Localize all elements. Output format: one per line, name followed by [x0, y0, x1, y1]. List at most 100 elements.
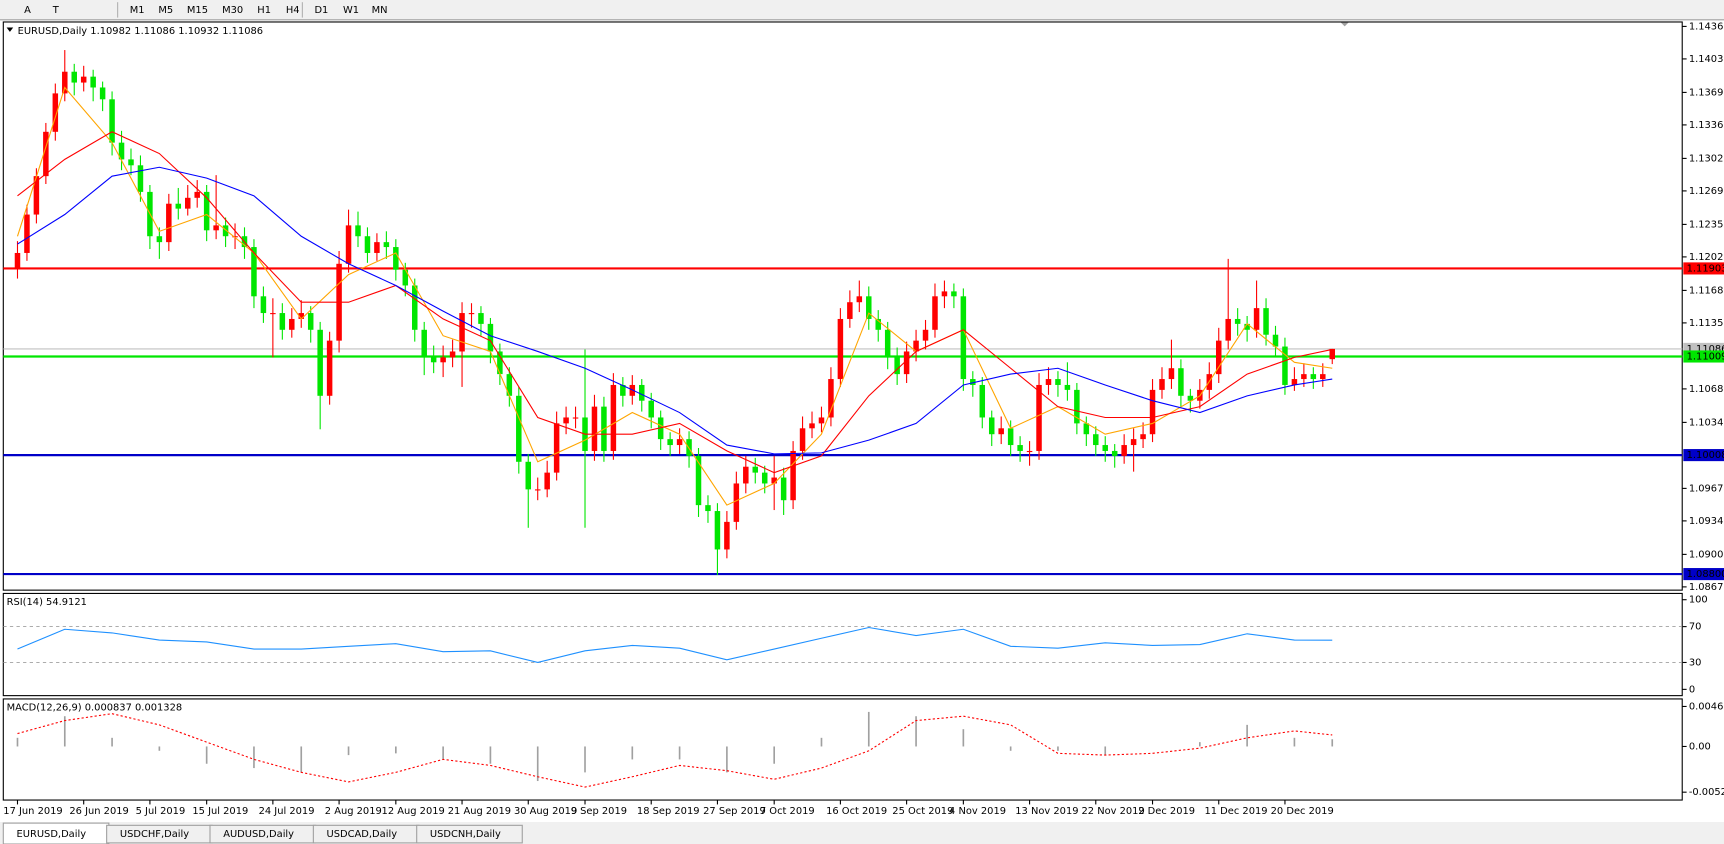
- candle-body: [1130, 439, 1137, 446]
- timeframe-button[interactable]: M15: [187, 5, 208, 16]
- candle-body: [402, 269, 409, 286]
- x-tick-label: 20 Dec 2019: [1271, 806, 1334, 817]
- candle-body: [828, 379, 834, 418]
- candle-body: [610, 384, 617, 451]
- candle-body: [1055, 379, 1061, 385]
- timeframe-button[interactable]: D1: [314, 5, 328, 16]
- timeframe-button[interactable]: W1: [343, 5, 359, 16]
- candle-body: [14, 252, 21, 269]
- x-tick-label: 5 Jul 2019: [136, 806, 186, 817]
- timeframe-button[interactable]: H1: [257, 5, 271, 16]
- candle-body: [232, 236, 238, 238]
- candle-body: [553, 423, 560, 473]
- candle-body: [1178, 368, 1184, 396]
- candle-body: [1149, 389, 1156, 435]
- candle-body: [516, 395, 522, 462]
- candle-body: [620, 384, 626, 396]
- candle-body: [657, 417, 664, 440]
- tab-label[interactable]: USDCHF,Daily: [120, 829, 189, 840]
- timeframe-button[interactable]: M5: [158, 5, 173, 16]
- timeframe-button[interactable]: M1: [130, 5, 145, 16]
- candle-body: [988, 417, 995, 435]
- candle-body: [62, 71, 68, 94]
- candle-body: [421, 329, 427, 358]
- candle-body: [1291, 379, 1298, 385]
- candle-body: [837, 318, 844, 380]
- y-tick-label: 30: [1689, 657, 1702, 668]
- y-tick-label: 1.09340: [1689, 516, 1724, 527]
- candle-body: [1187, 395, 1194, 401]
- tab[interactable]: [416, 824, 523, 844]
- candle-body: [194, 191, 200, 198]
- x-tick-label: 30 Aug 2019: [514, 806, 577, 817]
- indicator-line: [17, 713, 1333, 788]
- candle-body: [780, 477, 787, 501]
- candle-body: [818, 417, 825, 424]
- timeframe-button[interactable]: MN: [372, 5, 388, 16]
- candle-body: [468, 313, 475, 315]
- candle-body: [80, 76, 87, 83]
- candle-body: [1007, 428, 1014, 446]
- candle-body: [799, 428, 806, 451]
- candle-body: [979, 384, 986, 418]
- level-label-box: [1683, 449, 1724, 462]
- candle-body: [667, 439, 673, 446]
- candle-body: [866, 296, 872, 319]
- level-label-box: [1683, 350, 1724, 363]
- candle-body: [809, 423, 815, 429]
- y-tick-label: 1.12020: [1689, 252, 1724, 263]
- candle-body: [1026, 450, 1033, 453]
- tab-label[interactable]: USDCNH,Daily: [430, 829, 501, 840]
- candle-body: [894, 357, 900, 375]
- candle-body: [307, 313, 314, 330]
- y-tick-label: 1.13360: [1689, 120, 1724, 131]
- candle-body: [184, 197, 191, 209]
- tool-button[interactable]: T: [52, 5, 60, 16]
- y-tick-label: 1.13020: [1689, 153, 1724, 164]
- candle-body: [591, 406, 598, 451]
- tab-label[interactable]: EURUSD,Daily: [16, 829, 86, 840]
- tab-label[interactable]: AUDUSD,Daily: [223, 829, 294, 840]
- candle-body: [118, 142, 125, 160]
- candle-body: [1253, 308, 1260, 330]
- candle-body: [913, 340, 919, 352]
- candle-body: [960, 296, 967, 380]
- level-label-box: [1683, 568, 1724, 581]
- tab-label[interactable]: USDCAD,Daily: [327, 829, 398, 840]
- candle-body: [771, 477, 777, 484]
- candle-body: [71, 71, 77, 83]
- pane-title: RSI(14) 54.9121: [7, 597, 87, 608]
- candle-body: [1036, 384, 1042, 451]
- pane-title: MACD(12,26,9) 0.000837 0.001328: [7, 703, 183, 714]
- x-tick-label: 16 Oct 2019: [826, 806, 887, 817]
- candle-body: [1263, 308, 1269, 335]
- y-tick-label: 1.11350: [1689, 318, 1724, 329]
- candle-body: [941, 291, 948, 297]
- last-price-label: 1.11086: [1687, 344, 1724, 355]
- candle-body: [43, 131, 49, 177]
- candle-body: [1329, 348, 1335, 360]
- level-label: 1.11009: [1687, 351, 1724, 362]
- timeframe-button[interactable]: H4: [286, 5, 300, 16]
- x-tick-label: 12 Aug 2019: [382, 806, 445, 817]
- y-tick-label: 1.09000: [1689, 549, 1724, 560]
- candle-body: [1320, 374, 1326, 380]
- timeframe-button[interactable]: M30: [222, 5, 243, 16]
- candle-body: [1310, 374, 1317, 380]
- y-tick-label: 1.09670: [1689, 483, 1724, 494]
- tool-button[interactable]: A: [24, 5, 31, 16]
- indicator-line: [17, 166, 1333, 455]
- candle-body: [1301, 374, 1307, 380]
- pane-title: EURUSD,Daily 1.10982 1.11086 1.10932 1.1…: [18, 26, 264, 37]
- candle-body: [109, 99, 115, 143]
- candle-body: [279, 313, 286, 330]
- candle-body: [525, 461, 532, 490]
- pane-frame: [2, 21, 1683, 591]
- candle-body: [156, 236, 163, 243]
- y-tick-label: 1.12690: [1689, 186, 1724, 197]
- candle-body: [1282, 346, 1288, 385]
- candle-body: [1168, 368, 1175, 380]
- candle-body: [137, 165, 144, 192]
- candle-body: [497, 351, 503, 375]
